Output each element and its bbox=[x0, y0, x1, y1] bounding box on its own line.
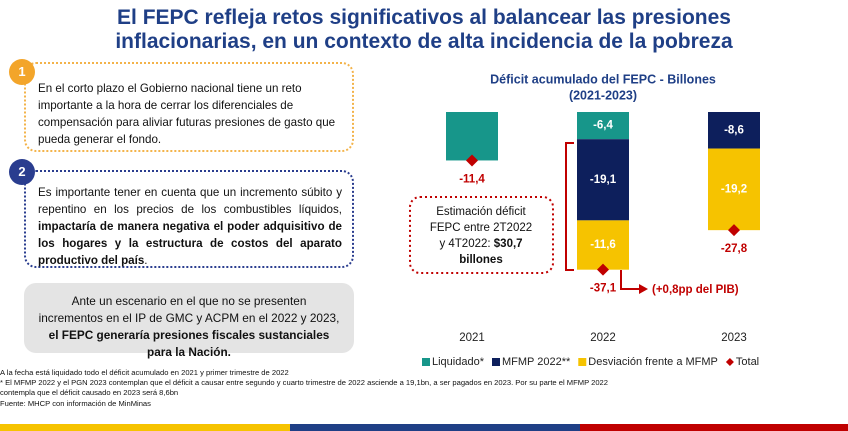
box-text: En el corto plazo el Gobierno nacional t… bbox=[38, 82, 336, 146]
x-tick-label: 2022 bbox=[590, 332, 616, 344]
annotation-text: FEPC entre 2T2022 bbox=[430, 222, 532, 234]
bar-label: -11,6 bbox=[590, 239, 616, 251]
stripe bbox=[0, 424, 290, 431]
bar-label: -19,1 bbox=[590, 174, 617, 186]
total-marker bbox=[466, 154, 478, 167]
legend-marker bbox=[725, 358, 734, 366]
box-text: . bbox=[144, 254, 148, 267]
box-text-bold: impactaría de manera negativa el poder a… bbox=[38, 220, 342, 267]
title-line: inflacionarias, en un contexto de alta i… bbox=[115, 30, 733, 53]
annotation-text: y 4T2022: $30,7 bbox=[439, 238, 522, 250]
bar-label: -6,4 bbox=[593, 120, 613, 132]
legend-marker bbox=[492, 358, 500, 366]
annotation-text: $30,7 bbox=[494, 238, 523, 250]
chart-subtitle: (2021-2023) bbox=[569, 88, 637, 102]
legend-label: MFMP 2022** bbox=[502, 356, 571, 368]
footnotes: A la fecha está liquidado todo el défici… bbox=[0, 368, 608, 409]
footnote: A la fecha está liquidado todo el défici… bbox=[0, 368, 289, 377]
legend-marker bbox=[422, 358, 430, 366]
total-marker bbox=[597, 263, 609, 276]
legend-marker bbox=[578, 358, 587, 366]
legend-label: Total bbox=[736, 356, 759, 368]
bar-segment bbox=[577, 112, 629, 140]
bar-segment bbox=[446, 112, 498, 161]
text-box: En el corto plazo el Gobierno nacional t… bbox=[24, 62, 354, 152]
text-box: Ante un escenario en el que no se presen… bbox=[24, 283, 354, 359]
footnote: contempla que el déficit causado en 2023… bbox=[0, 388, 179, 398]
annotation-box bbox=[409, 196, 554, 274]
bar-segment bbox=[708, 148, 760, 231]
box-text: Es importante tener en cuenta que un inc… bbox=[38, 186, 342, 216]
bracket bbox=[565, 142, 574, 271]
stripe bbox=[580, 424, 848, 431]
text-box: Es importante tener en cuenta que un inc… bbox=[24, 170, 354, 268]
box-text-bold: el FEPC generaría presiones fiscales sus… bbox=[48, 328, 330, 359]
bar-segment bbox=[577, 139, 629, 221]
annotation-text: y 4T2022: bbox=[439, 238, 493, 250]
x-tick-label: 2023 bbox=[721, 332, 747, 344]
annotation-text: Estimación déficit bbox=[436, 206, 526, 218]
bar-segment bbox=[577, 220, 629, 270]
x-tick-label: 2021 bbox=[459, 332, 485, 344]
box-text: Ante un escenario en el que no se presen… bbox=[38, 294, 340, 325]
slide-title: El FEPC refleja retos significativos al … bbox=[0, 6, 848, 54]
box-number: 1 bbox=[9, 59, 35, 85]
box-number: 2 bbox=[9, 159, 35, 185]
bar-label: -8,6 bbox=[724, 124, 744, 136]
arrow-head bbox=[639, 284, 648, 294]
chart-title: Déficit acumulado del FEPC - Billones bbox=[490, 72, 716, 86]
bar-label: -19,2 bbox=[721, 183, 747, 195]
title-line: El FEPC refleja retos significativos al … bbox=[117, 6, 731, 29]
annotation-text: billones bbox=[459, 254, 502, 266]
footnote: * El MFMP 2022 y el PGN 2023 contemplan … bbox=[0, 378, 609, 388]
legend-label: Desviación frente a MFMP bbox=[588, 356, 718, 368]
total-label: -27,8 bbox=[721, 243, 748, 255]
arrow bbox=[620, 270, 640, 290]
total-label: -37,1 bbox=[590, 283, 617, 295]
legend-label: Liquidado* bbox=[432, 356, 485, 368]
total-label: -11,4 bbox=[459, 173, 485, 185]
bar-segment bbox=[708, 112, 760, 149]
stripe bbox=[290, 424, 580, 431]
annotation-text: (+0,8pp del PIB) bbox=[652, 284, 739, 296]
total-marker bbox=[728, 224, 740, 237]
footnote: Fuente: MHCP con información de MinMinas bbox=[0, 398, 151, 408]
